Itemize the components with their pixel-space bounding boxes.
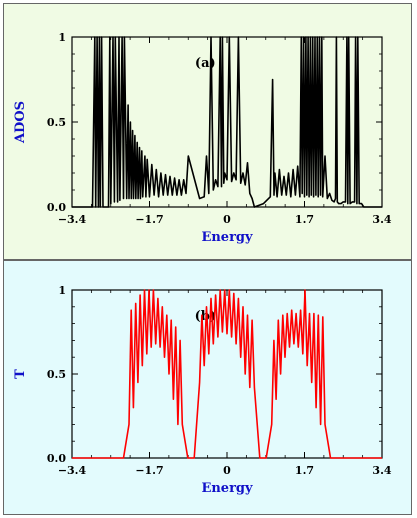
x-tick-label: 1.7 bbox=[295, 213, 314, 226]
x-tick-label: 0 bbox=[223, 213, 231, 226]
panel-ados: −3.4 −1.7 0 1.7 3.4 0.0 0.5 1 Energy ADOS (a) bbox=[3, 3, 412, 260]
y-tick-label: 0.5 bbox=[47, 116, 66, 129]
x-axis-label: Energy bbox=[201, 230, 253, 245]
x-tick-label: 1.7 bbox=[295, 464, 314, 477]
x-axis-label: Energy bbox=[201, 481, 253, 496]
y-tick-label: 0.5 bbox=[47, 368, 66, 381]
x-tick-label: 3.4 bbox=[372, 213, 391, 226]
y-tick-label: 1 bbox=[58, 31, 66, 44]
panel-label: (a) bbox=[195, 56, 216, 71]
series-line bbox=[72, 289, 382, 459]
x-tick-label: −1.7 bbox=[135, 464, 163, 477]
y-tick-label: 1 bbox=[58, 284, 66, 297]
x-tick-label: 3.4 bbox=[372, 464, 391, 477]
x-tick-label: −3.4 bbox=[58, 464, 87, 477]
ados-chart: −3.4 −1.7 0 1.7 3.4 0.0 0.5 1 Energy ADOS (a) bbox=[13, 31, 392, 245]
plot-frame bbox=[71, 289, 383, 459]
x-tick-label: 0 bbox=[223, 464, 231, 477]
y-axis-label: T bbox=[13, 369, 28, 379]
y-axis-label: ADOS bbox=[13, 101, 28, 144]
series-line bbox=[72, 36, 382, 208]
y-tick-label: 0.0 bbox=[47, 452, 66, 465]
y-tick-label: 0.0 bbox=[47, 201, 66, 214]
panel-transmission: −3.4 −1.7 0 1.7 3.4 0.0 0.5 1 Energy T (b) bbox=[3, 260, 412, 515]
x-tick-label: −1.7 bbox=[135, 213, 163, 226]
x-tick-label: −3.4 bbox=[58, 213, 87, 226]
